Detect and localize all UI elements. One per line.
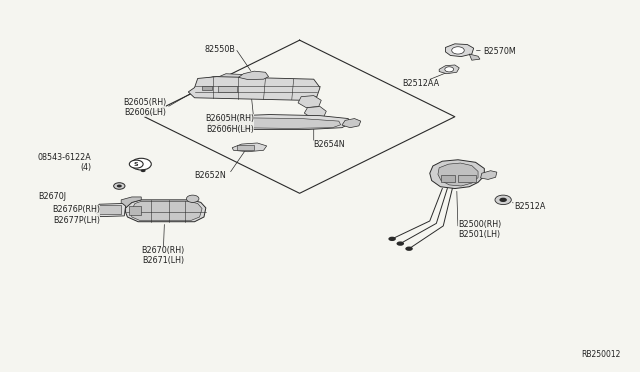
Circle shape — [116, 185, 122, 187]
Polygon shape — [305, 106, 326, 118]
Circle shape — [495, 195, 511, 205]
Text: B2512AA: B2512AA — [402, 80, 439, 89]
Polygon shape — [131, 201, 202, 220]
Text: B2654N: B2654N — [314, 140, 346, 148]
Polygon shape — [445, 44, 474, 57]
Text: B2605(RH)
B2606(LH): B2605(RH) B2606(LH) — [123, 98, 166, 117]
Polygon shape — [202, 86, 212, 90]
Circle shape — [397, 241, 404, 246]
Text: 82550B: 82550B — [204, 45, 236, 54]
Polygon shape — [441, 175, 455, 182]
Polygon shape — [125, 200, 206, 222]
Polygon shape — [129, 206, 141, 215]
Circle shape — [129, 160, 143, 168]
Polygon shape — [216, 118, 340, 128]
Circle shape — [445, 67, 454, 72]
Polygon shape — [218, 86, 237, 92]
Polygon shape — [298, 96, 321, 108]
Polygon shape — [94, 203, 125, 217]
Polygon shape — [99, 205, 120, 214]
Circle shape — [499, 198, 507, 202]
Text: B2605H(RH)
B2606H(LH): B2605H(RH) B2606H(LH) — [205, 114, 254, 134]
Polygon shape — [232, 143, 267, 152]
Text: B2676P(RH)
B2677P(LH): B2676P(RH) B2677P(LH) — [52, 205, 100, 225]
Circle shape — [186, 195, 199, 202]
Polygon shape — [239, 71, 269, 80]
Text: B2500(RH)
B2501(LH): B2500(RH) B2501(LH) — [458, 220, 501, 240]
Polygon shape — [121, 197, 141, 208]
Polygon shape — [342, 119, 361, 128]
Text: B2670J: B2670J — [38, 192, 66, 201]
Circle shape — [405, 247, 413, 251]
Text: B2570M: B2570M — [483, 46, 516, 55]
Polygon shape — [481, 171, 497, 179]
Circle shape — [452, 47, 464, 54]
Polygon shape — [201, 77, 248, 86]
Polygon shape — [209, 115, 350, 129]
Circle shape — [141, 169, 146, 172]
Polygon shape — [458, 175, 476, 182]
Polygon shape — [439, 65, 460, 74]
Text: B2512A: B2512A — [515, 202, 546, 211]
Text: 08543-6122A
(4): 08543-6122A (4) — [37, 153, 91, 172]
Polygon shape — [216, 74, 246, 81]
Text: RB250012: RB250012 — [582, 350, 621, 359]
Circle shape — [131, 158, 151, 170]
Circle shape — [114, 183, 125, 189]
Polygon shape — [188, 77, 320, 100]
Text: B2670(RH)
B2671(LH): B2670(RH) B2671(LH) — [141, 246, 185, 265]
Text: B2652N: B2652N — [194, 171, 226, 180]
Polygon shape — [438, 163, 478, 186]
Polygon shape — [469, 54, 480, 60]
Polygon shape — [430, 160, 484, 189]
Polygon shape — [237, 145, 254, 150]
Text: S: S — [134, 161, 138, 167]
Circle shape — [388, 237, 396, 241]
